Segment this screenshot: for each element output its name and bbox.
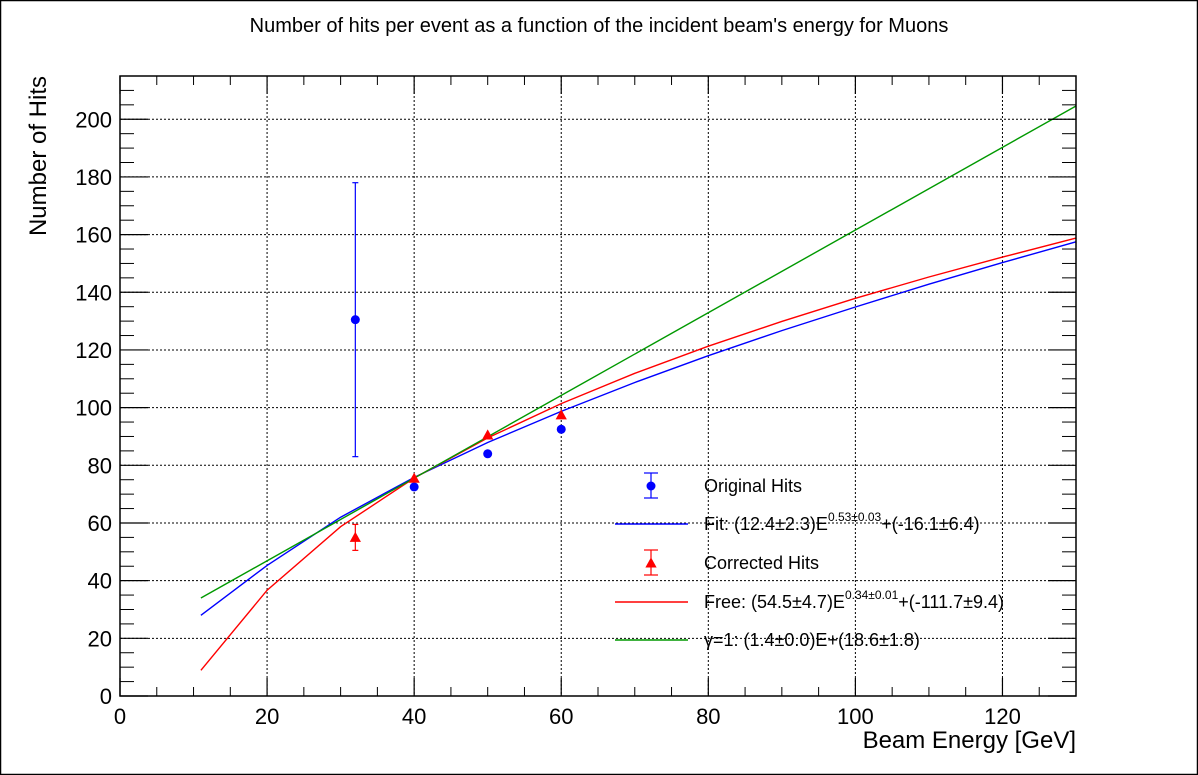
point-original-hits: [556, 424, 566, 434]
y-tick-label: 40: [88, 569, 112, 594]
legend-label: Original Hits: [704, 476, 802, 496]
fit-curves: [200, 105, 1077, 671]
curve-fit: [200, 241, 1077, 616]
y-axis-title: Number of Hits: [25, 76, 52, 236]
y-tick-label: 80: [88, 453, 112, 478]
point-corrected-hits: [482, 429, 494, 440]
curve-free: [200, 237, 1077, 671]
curve-1: [200, 105, 1077, 599]
legend-entry-1: Original Hits: [644, 472, 802, 499]
point-original-hits: [350, 315, 360, 325]
legend-label: Free: (54.5±4.7)E0.34±0.01+(-111.7±9.4): [704, 588, 1004, 612]
y-tick-label: 200: [75, 107, 112, 132]
point-corrected-hits: [408, 472, 420, 483]
x-tick-label: 0: [114, 704, 126, 729]
x-tick-label: 120: [984, 704, 1021, 729]
y-tick-label: 100: [75, 396, 112, 421]
y-tick-label: 180: [75, 165, 112, 190]
point-corrected-hits: [555, 409, 567, 420]
x-tick-label: 20: [255, 704, 279, 729]
legend-entry-5: γ=1: (1.4±0.0)E+(18.6±1.8): [615, 630, 920, 650]
point-original-hits: [409, 482, 419, 492]
y-tick-label: 160: [75, 223, 112, 248]
legend-marker: [645, 557, 657, 568]
point-corrected-hits: [349, 531, 361, 542]
legend-marker: [646, 481, 656, 491]
legend-entry-2: Fit: (12.4±2.3)E0.53±0.03+(-16.1±6.4): [615, 510, 980, 534]
tick-labels: 0 20 40 60 80 100 120 0 20 40 60 80 100 120 140 160 180 2…: [75, 107, 1021, 729]
y-tick-label: 120: [75, 338, 112, 363]
chart-title: Number of hits per event as a function o…: [250, 15, 949, 37]
legend-entry-4: Free: (54.5±4.7)E0.34±0.01+(-111.7±9.4): [615, 588, 1004, 612]
legend-label: Fit: (12.4±2.3)E0.53±0.03+(-16.1±6.4): [704, 510, 980, 534]
x-tick-label: 80: [696, 704, 720, 729]
legend: Original Hits Fit: (12.4±2.3)E0.53±0.03+(…: [615, 472, 1004, 650]
y-tick-label: 0: [100, 684, 112, 709]
data-points: [349, 182, 567, 551]
y-tick-label: 20: [88, 626, 112, 651]
point-original-hits: [483, 449, 493, 459]
y-tick-label: 140: [75, 280, 112, 305]
legend-label: Corrected Hits: [704, 553, 819, 573]
x-tick-label: 100: [837, 704, 874, 729]
y-tick-label: 60: [88, 511, 112, 536]
legend-label: γ=1: (1.4±0.0)E+(18.6±1.8): [704, 630, 920, 650]
x-tick-label: 60: [549, 704, 573, 729]
axis-ticks: [119, 76, 1076, 697]
x-axis-title: Beam Energy [GeV]: [863, 727, 1076, 754]
x-tick-label: 40: [402, 704, 426, 729]
grid: [120, 76, 1076, 696]
legend-entry-3: Corrected Hits: [644, 549, 819, 576]
